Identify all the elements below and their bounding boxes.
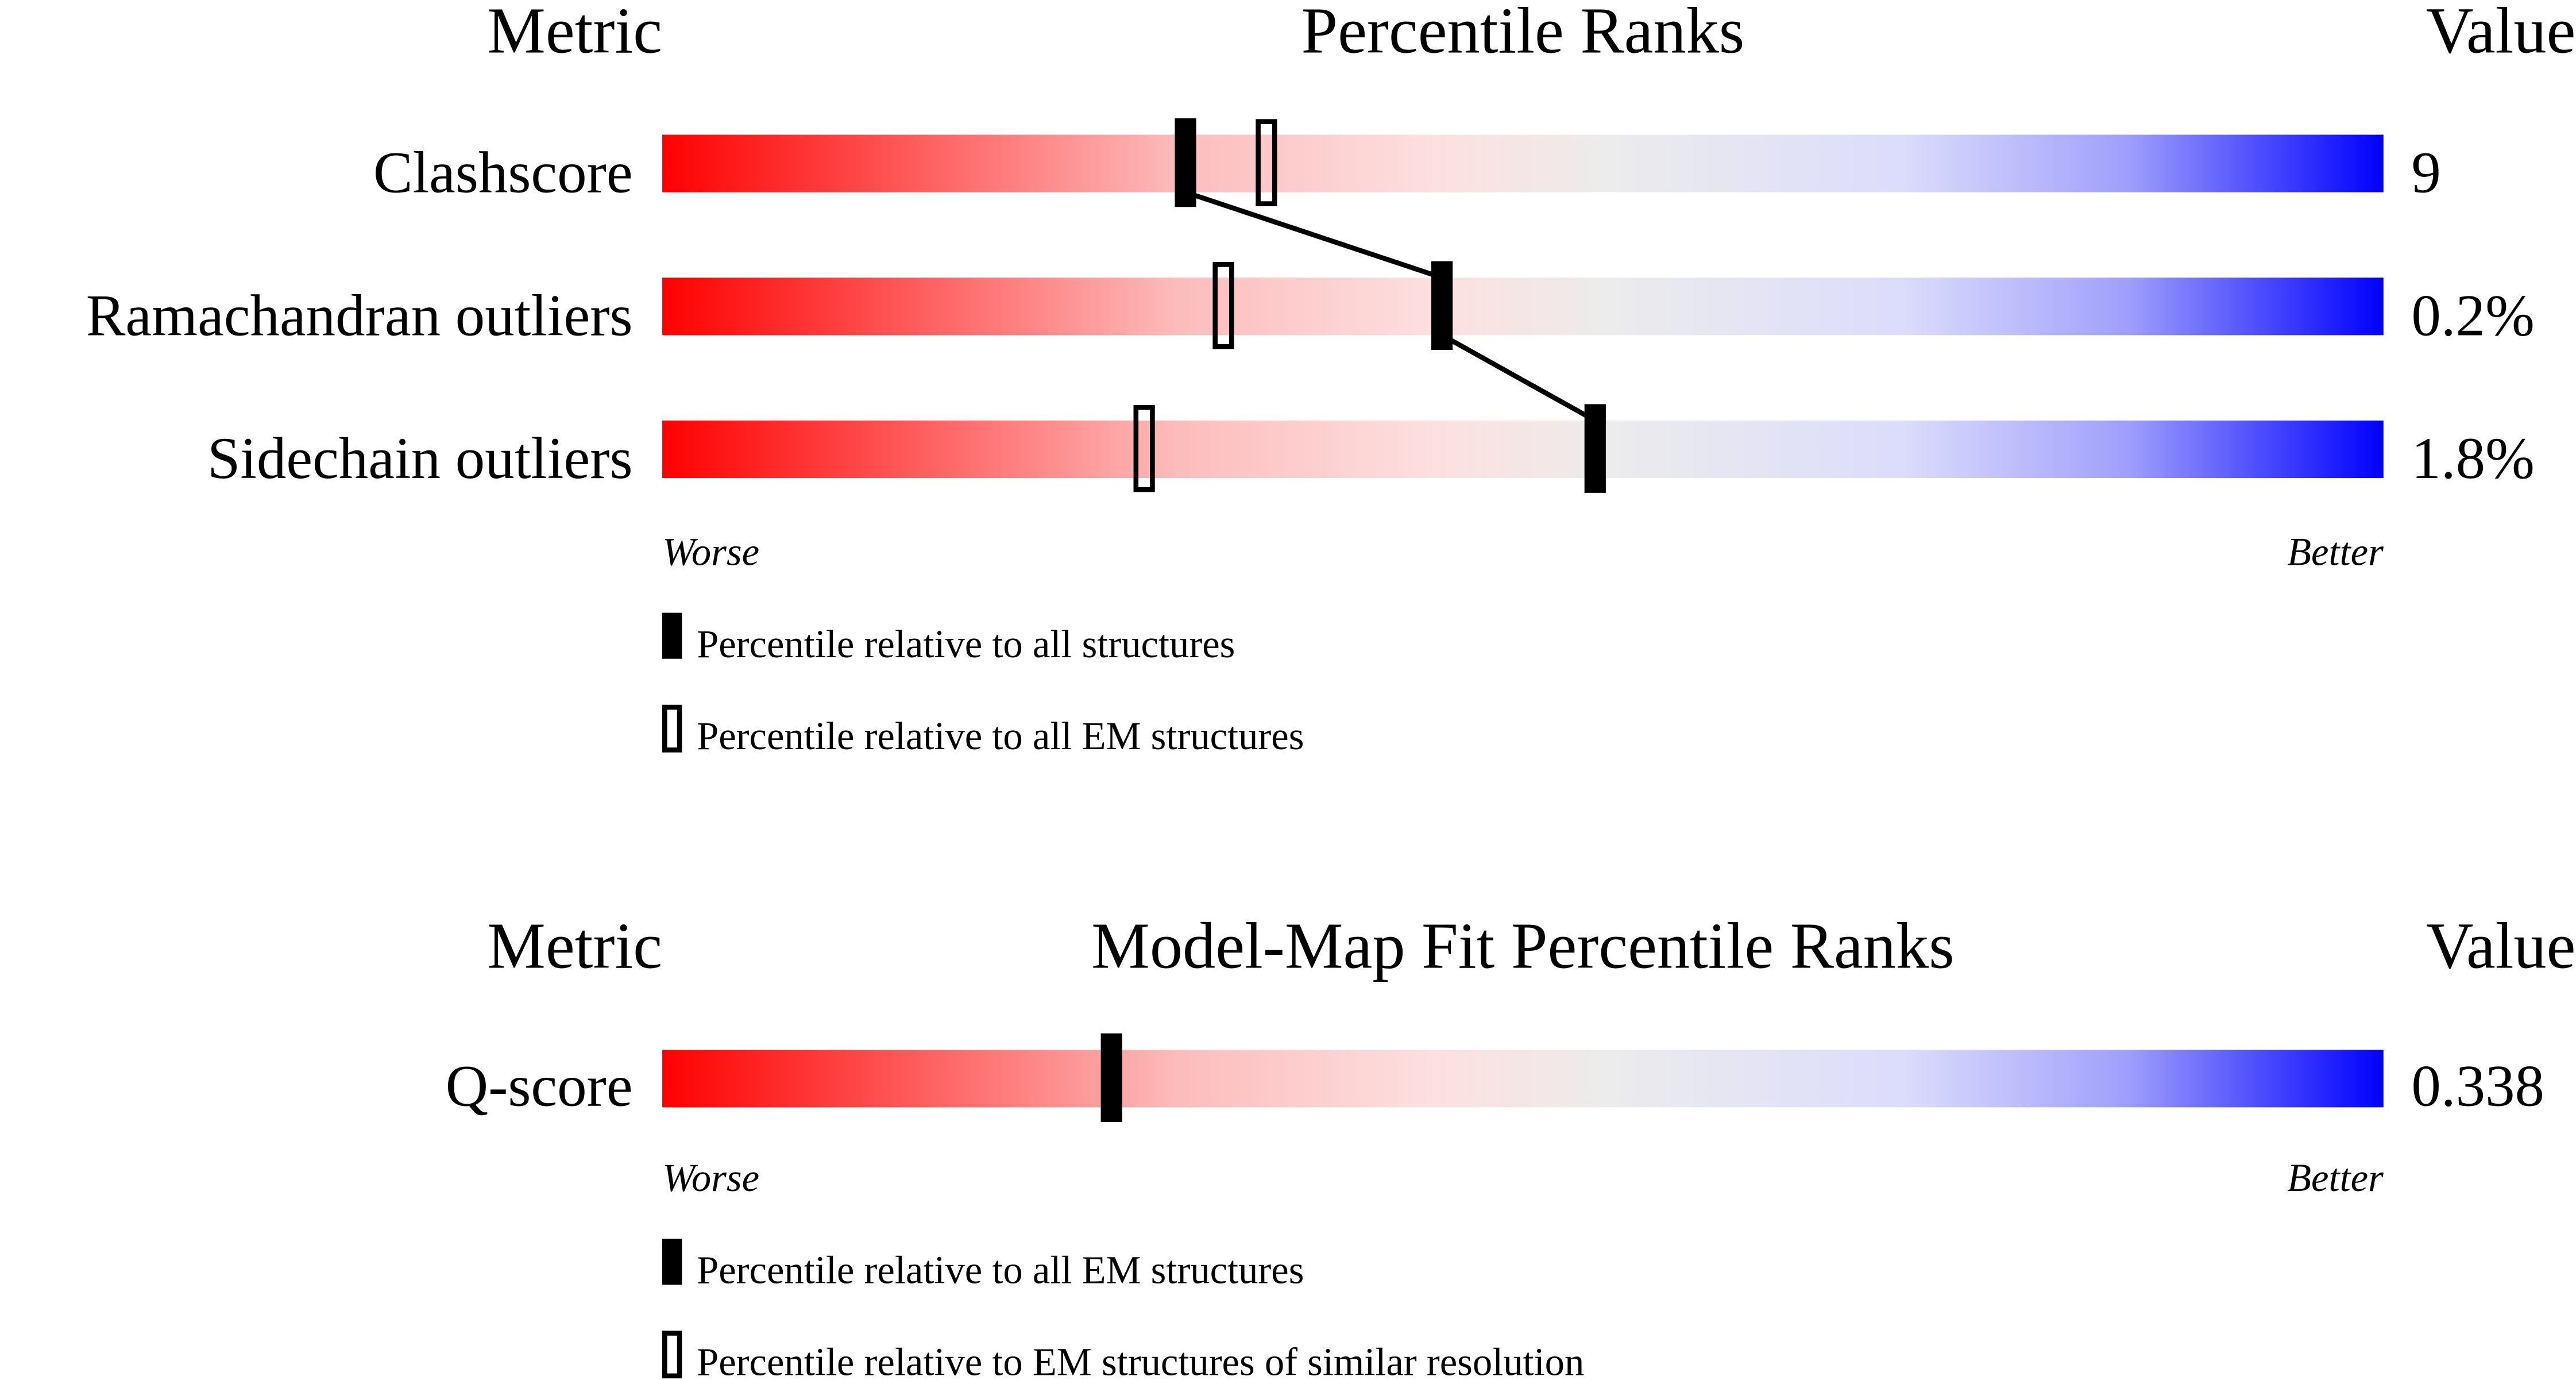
value-header: Value: [2426, 0, 2575, 67]
panel-title: Model-Map Fit Percentile Ranks: [1091, 909, 1955, 982]
metric-value: 1.8%: [2411, 426, 2534, 491]
percentile-marker: [1175, 118, 1196, 207]
metric-label: Clashscore: [373, 140, 633, 206]
value-header: Value: [2426, 909, 2575, 982]
legend-label: Percentile relative to all structures: [697, 622, 1235, 666]
better-label: Better: [2287, 530, 2384, 574]
metric-row: Q-score 0.338: [446, 1050, 2544, 1119]
metric-label: Q-score: [446, 1053, 633, 1119]
metric-value: 9: [2411, 140, 2440, 206]
metric-value: 0.338: [2411, 1053, 2544, 1119]
panel-title: Percentile Ranks: [1301, 0, 1745, 67]
percentile-marker: [1584, 404, 1606, 493]
gradient-bar: [662, 1050, 2384, 1108]
metric-label: Sidechain outliers: [207, 426, 632, 491]
metric-value: 0.2%: [2411, 283, 2534, 348]
worse-label: Worse: [662, 530, 759, 574]
legend-open-marker: [662, 1331, 682, 1379]
em-percentile-marker: [1133, 404, 1155, 492]
worse-label: Worse: [662, 1156, 759, 1200]
better-label: Better: [2287, 1156, 2384, 1200]
connector-line: [1184, 190, 1443, 280]
metric-row: Ramachandran outliers 0.2%: [86, 277, 2535, 348]
percentile-marker: [1100, 1033, 1122, 1123]
metric-label: Ramachandran outliers: [86, 283, 633, 348]
metric-row: Sidechain outliers 1.8%: [207, 421, 2535, 491]
em-percentile-marker: [1212, 262, 1234, 349]
legend-open-marker: [662, 704, 682, 753]
em-percentile-marker: [1256, 119, 1277, 206]
percentile-marker: [1431, 261, 1453, 350]
metric-header: Metric: [487, 909, 662, 982]
gradient-bar: [662, 134, 2384, 192]
legend-label: Percentile relative to EM structures of …: [697, 1340, 1584, 1380]
gradient-bar: [662, 277, 2384, 336]
metric-header: Metric: [487, 0, 662, 67]
connector-line: [1440, 333, 1597, 423]
legend-label: Percentile relative to all EM structures: [697, 1248, 1304, 1292]
gradient-bar: [662, 421, 2384, 479]
legend-label: Percentile relative to all EM structures: [697, 714, 1304, 758]
metric-row: Clashscore 9: [373, 134, 2441, 206]
legend-filled-marker: [662, 612, 682, 659]
legend-filled-marker: [662, 1239, 682, 1285]
